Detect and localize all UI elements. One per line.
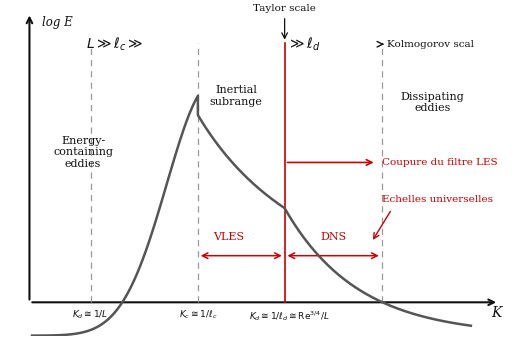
Text: Inertial
subrange: Inertial subrange (209, 85, 262, 106)
Text: Energy-
containing
eddies: Energy- containing eddies (53, 136, 113, 169)
Text: Kolmogorov scal: Kolmogorov scal (387, 40, 474, 49)
Text: Coupure du filtre LES: Coupure du filtre LES (382, 158, 497, 167)
Text: K: K (491, 306, 501, 319)
Text: DNS: DNS (320, 233, 346, 242)
Text: $K_c \cong 1/\ell_c$: $K_c \cong 1/\ell_c$ (178, 309, 217, 321)
Text: log E: log E (42, 16, 73, 29)
Text: $K_d \cong 1/L$: $K_d \cong 1/L$ (72, 309, 109, 321)
Text: VLES: VLES (213, 233, 244, 242)
Text: $L \gg \ell_c \gg$: $L \gg \ell_c \gg$ (86, 35, 143, 53)
Text: Dissipating
eddies: Dissipating eddies (401, 92, 465, 113)
Text: Echelles universelles: Echelles universelles (382, 194, 492, 204)
Text: Taylor scale: Taylor scale (253, 4, 316, 12)
Text: $\gg \ell_d$: $\gg \ell_d$ (287, 35, 321, 53)
Text: $K_d \cong 1/\ell_d \cong \mathrm{Re}^{3/4}/L$: $K_d \cong 1/\ell_d \cong \mathrm{Re}^{3… (249, 309, 330, 323)
